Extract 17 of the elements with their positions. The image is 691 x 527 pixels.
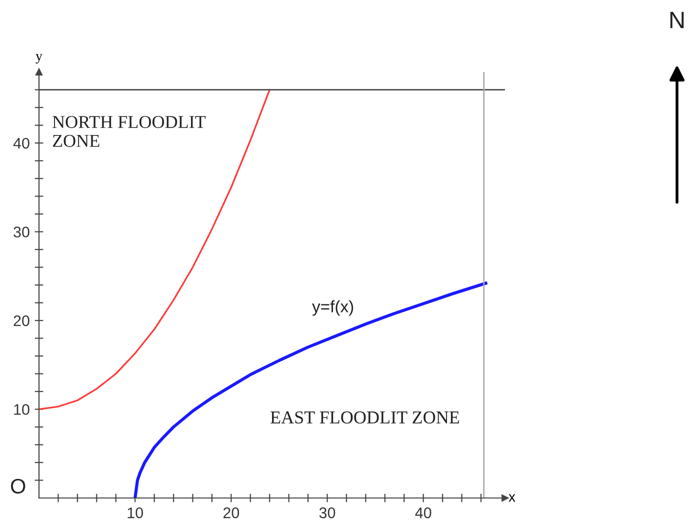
line-series [134,282,488,498]
annotation: NORTH FLOODLIT ZONE [52,116,206,147]
x-tick-label: 30 [319,507,336,518]
y-tick-label: 40 [13,138,30,149]
text: O [10,478,26,494]
x-tick-label: 10 [128,507,143,518]
x-tick-label: 20 [223,507,240,518]
line-series [39,88,270,410]
x-tick-label: 40 [415,507,432,518]
y-tick-label: 10 [14,404,30,415]
text: N [670,12,684,28]
annotation: y=f(x) [312,300,354,316]
y-tick-label: 20 [14,315,30,326]
annotation: EAST FLOODLIT ZONE [270,411,460,424]
x-axis-title: x [508,494,516,502]
y-axis-title: y [36,54,42,64]
y-tick-label: 30 [14,226,30,238]
